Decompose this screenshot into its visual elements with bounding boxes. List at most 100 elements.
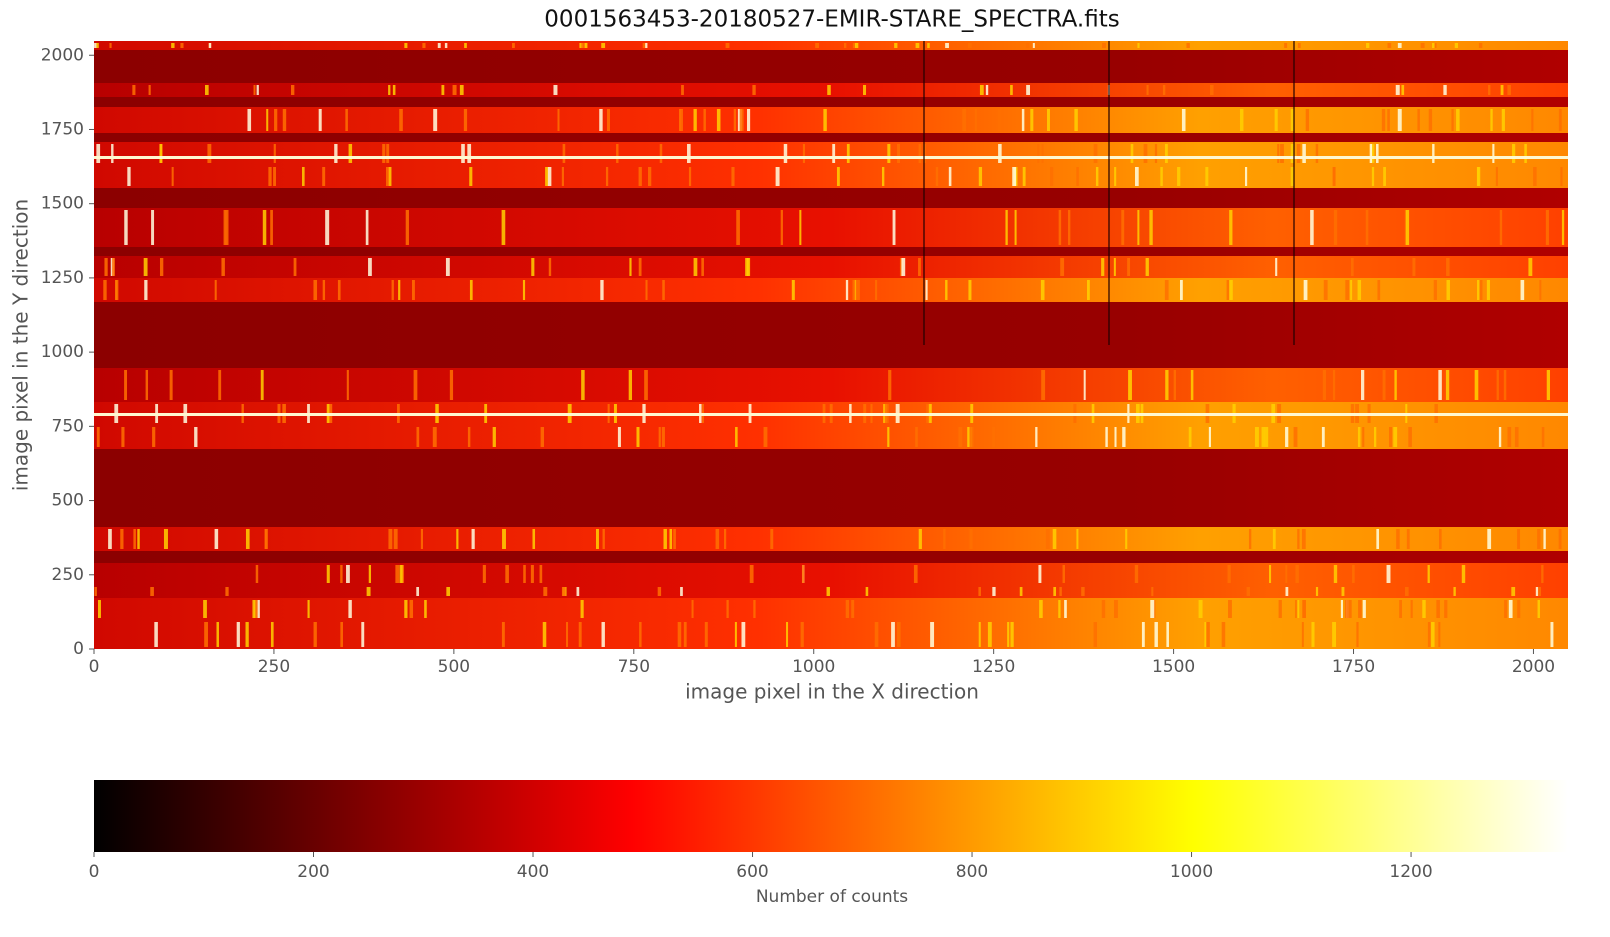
emission-line — [1129, 370, 1132, 400]
emission-line — [151, 210, 155, 245]
emission-line — [1321, 427, 1325, 447]
emission-line — [1227, 565, 1231, 583]
emission-line — [1134, 565, 1139, 583]
emission-line — [855, 280, 860, 300]
emission-line — [763, 427, 768, 447]
emission-line — [607, 109, 610, 131]
emission-line — [677, 622, 682, 647]
emission-line — [645, 280, 648, 300]
emission-line — [1399, 600, 1403, 618]
emission-line — [1301, 622, 1304, 647]
emission-line — [616, 144, 619, 163]
colorbar-tick-label: 1200 — [1389, 862, 1432, 882]
emission-line — [1229, 280, 1233, 300]
emission-line — [1332, 370, 1336, 400]
emission-line — [968, 280, 972, 300]
emission-line — [1524, 144, 1527, 163]
emission-line — [843, 43, 847, 48]
emission-line — [1432, 43, 1435, 48]
emission-line — [1114, 600, 1118, 618]
emission-line — [1451, 109, 1454, 131]
emission-line — [1376, 529, 1380, 549]
emission-line — [385, 167, 389, 186]
emission-line — [1064, 600, 1067, 618]
emission-line — [1045, 529, 1050, 549]
emission-line — [845, 600, 850, 618]
emission-line — [1393, 427, 1398, 447]
emission-line — [1315, 144, 1319, 163]
emission-line — [264, 529, 268, 549]
emission-line — [1053, 587, 1057, 596]
emission-line — [449, 370, 454, 400]
emission-line — [576, 587, 580, 596]
emission-line — [94, 43, 97, 48]
emission-line — [1487, 529, 1492, 549]
emission-line — [1427, 565, 1430, 583]
emission-line — [334, 144, 338, 163]
emission-line — [1284, 43, 1288, 48]
emission-line — [461, 144, 465, 163]
image-band — [94, 208, 1568, 247]
emission-line — [1154, 144, 1158, 163]
emission-line — [800, 622, 804, 647]
emission-line — [399, 109, 403, 131]
emission-line — [1141, 622, 1145, 647]
x-tick-label: 500 — [438, 657, 470, 677]
emission-line — [127, 167, 131, 186]
emission-line — [1149, 210, 1153, 245]
emission-line — [207, 144, 212, 163]
emission-line — [1357, 280, 1362, 300]
emission-line — [1422, 600, 1426, 618]
emission-line — [802, 144, 806, 163]
emission-line — [783, 144, 788, 163]
emission-line — [143, 258, 148, 276]
emission-line — [252, 600, 256, 618]
emission-line — [1246, 587, 1250, 596]
emission-line — [111, 144, 114, 163]
emission-line — [326, 565, 330, 583]
emission-line — [1206, 622, 1210, 647]
emission-line — [1058, 600, 1061, 618]
emission-line — [915, 427, 918, 447]
emission-line — [505, 565, 509, 583]
emission-line — [1274, 109, 1278, 131]
y-tick-label: 1750 — [41, 119, 84, 139]
emission-line — [638, 258, 642, 276]
emission-line — [386, 144, 390, 163]
emission-line — [1496, 370, 1499, 400]
emission-line — [1041, 144, 1044, 163]
emission-line — [617, 427, 621, 447]
emission-line — [978, 167, 983, 186]
emission-line — [444, 43, 448, 48]
emission-line — [628, 370, 633, 400]
image-band — [94, 425, 1568, 449]
emission-line — [214, 529, 219, 549]
emission-line — [204, 622, 208, 647]
emission-line — [1005, 210, 1008, 245]
emission-line — [1445, 370, 1450, 400]
emission-line — [420, 529, 423, 549]
emission-line — [658, 427, 661, 447]
emission-line — [1128, 370, 1131, 400]
emission-line — [581, 370, 585, 400]
emission-line — [1114, 167, 1117, 186]
y-tick-label: 2000 — [41, 45, 84, 65]
emission-line — [547, 167, 552, 186]
emission-line — [978, 587, 981, 596]
emission-line — [313, 622, 317, 647]
emission-line — [1444, 600, 1448, 618]
emission-line — [775, 167, 780, 186]
emission-line — [801, 565, 805, 583]
emission-line — [169, 370, 173, 400]
emission-line — [413, 370, 418, 400]
emission-line — [662, 280, 665, 300]
emission-line — [1272, 529, 1276, 549]
emission-line — [1093, 622, 1097, 647]
emission-line — [388, 529, 393, 549]
emission-line — [325, 210, 330, 245]
emission-line — [1504, 600, 1507, 618]
emission-line — [1210, 85, 1214, 95]
emission-line — [736, 210, 740, 245]
emission-line — [1275, 258, 1278, 276]
emission-line — [523, 565, 526, 583]
